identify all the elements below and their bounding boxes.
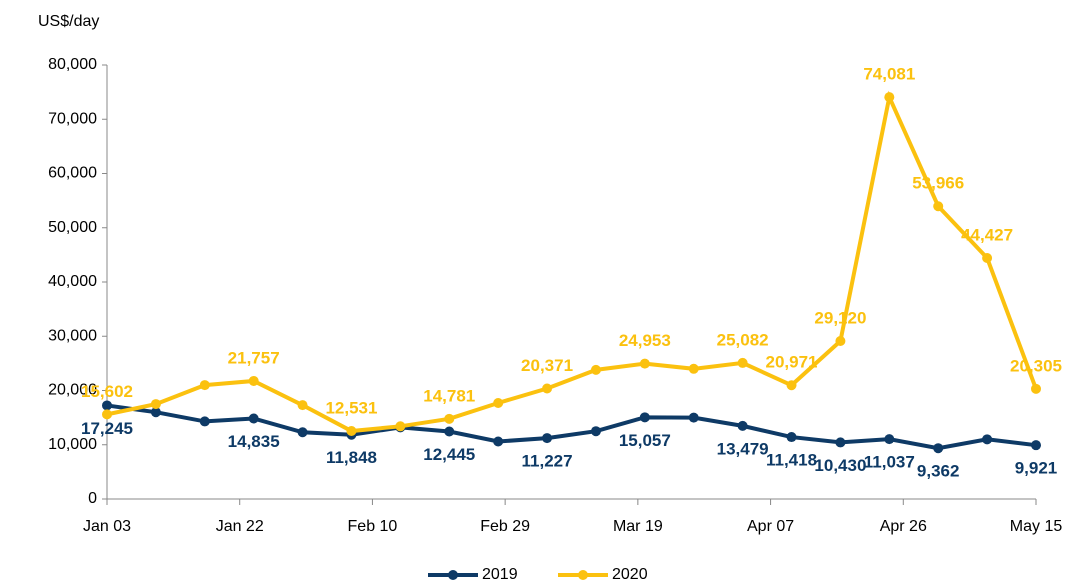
value-label: 13,479 <box>717 439 769 458</box>
point <box>1031 383 1041 394</box>
y-tick-label: 0 <box>88 490 97 507</box>
point <box>639 358 650 369</box>
point <box>884 434 895 445</box>
value-label: 53,966 <box>912 174 964 193</box>
x-tick-label: Apr 07 <box>747 518 794 535</box>
point <box>248 413 259 424</box>
point <box>199 416 210 427</box>
value-label: 14,781 <box>423 386 475 405</box>
legend-marker <box>448 570 458 580</box>
point <box>884 92 895 103</box>
value-label: 15,602 <box>81 382 133 401</box>
x-tick-label: Apr 26 <box>880 518 927 535</box>
y-axis-label: US$/day <box>38 13 99 30</box>
value-label: 20,971 <box>766 353 818 372</box>
point <box>542 433 553 444</box>
point <box>786 432 797 443</box>
value-label: 11,037 <box>864 453 915 472</box>
point <box>346 426 357 437</box>
x-tick-label: Mar 19 <box>613 518 663 535</box>
point <box>542 383 553 394</box>
value-label: 11,848 <box>326 448 377 467</box>
value-label: 20,305 <box>1010 356 1062 375</box>
y-tick-label: 10,000 <box>48 436 97 453</box>
line <box>106 403 1037 451</box>
point <box>590 364 601 375</box>
x-tick-label: May 15 <box>1010 518 1063 535</box>
value-label: 12,531 <box>325 399 377 418</box>
value-label: 10,430 <box>814 456 866 475</box>
point <box>688 412 699 423</box>
x-tick-label: Feb 29 <box>480 518 530 535</box>
point <box>199 380 210 391</box>
y-tick-label: 50,000 <box>48 219 97 236</box>
value-label: 20,371 <box>521 356 573 375</box>
value-label: 74,081 <box>863 65 915 84</box>
y-tick-label: 60,000 <box>48 165 97 182</box>
point <box>933 201 944 212</box>
y-tick-label: 30,000 <box>48 327 97 344</box>
value-label: 11,227 <box>522 452 573 471</box>
value-label: 21,757 <box>228 348 280 367</box>
point <box>150 407 161 418</box>
point <box>102 409 112 420</box>
x-tick-label: Feb 10 <box>348 518 398 535</box>
point <box>395 421 406 432</box>
point <box>150 399 161 410</box>
point <box>590 426 601 437</box>
value-label: 9,921 <box>1015 459 1058 478</box>
point <box>248 375 259 386</box>
point <box>737 420 748 431</box>
point <box>639 412 650 423</box>
value-label: 29,120 <box>814 309 866 328</box>
y-tick-label: 70,000 <box>48 110 97 127</box>
point <box>444 426 455 437</box>
point <box>737 357 748 368</box>
point <box>982 252 993 263</box>
y-tick-label: 40,000 <box>48 273 97 290</box>
value-label: 17,245 <box>81 419 133 438</box>
y-tick-label: 20,000 <box>48 382 97 399</box>
y-tick-label: 80,000 <box>48 56 97 73</box>
value-label: 11,418 <box>766 451 817 470</box>
value-label: 9,362 <box>917 462 960 481</box>
point <box>786 380 797 391</box>
point <box>493 397 504 408</box>
x-tick-label: Jan 22 <box>216 518 264 535</box>
value-label: 12,445 <box>423 445 475 464</box>
point <box>982 434 993 445</box>
point <box>835 437 846 448</box>
point <box>297 400 308 411</box>
point <box>1031 440 1041 451</box>
legend-marker <box>578 570 588 580</box>
point <box>297 427 308 438</box>
x-tick-label: Jan 03 <box>83 518 131 535</box>
value-label: 14,835 <box>228 432 280 451</box>
point <box>835 336 846 347</box>
value-label: 15,057 <box>619 431 671 450</box>
point <box>688 363 699 374</box>
point <box>102 400 112 411</box>
line <box>106 90 1038 434</box>
value-label: 24,953 <box>619 331 671 350</box>
value-label: 25,082 <box>717 330 769 349</box>
value-label: 44,427 <box>961 225 1013 244</box>
point <box>444 413 455 424</box>
point <box>493 436 504 447</box>
point <box>933 443 944 454</box>
legend-label: 2020 <box>612 566 648 582</box>
legend-label: 2019 <box>482 566 518 582</box>
